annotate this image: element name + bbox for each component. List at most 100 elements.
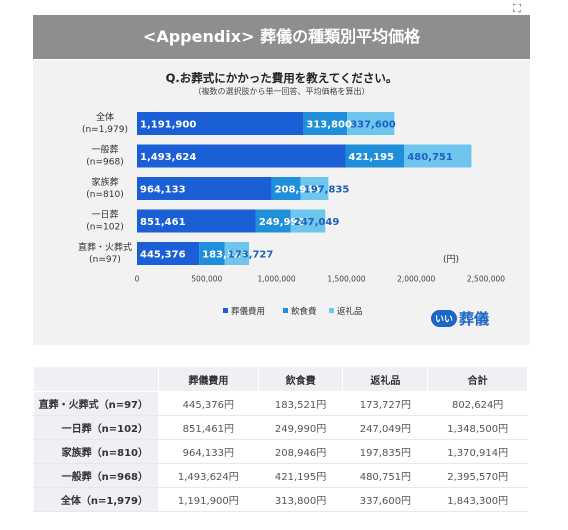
category-label: (n=97) <box>89 255 121 265</box>
legend-swatch <box>283 308 288 313</box>
table-header: 飲食費 <box>257 366 344 392</box>
data-label: 851,461 <box>140 217 186 228</box>
table-cell: 802,624円 <box>427 391 528 416</box>
table-cell: 851,461円 <box>158 415 259 440</box>
legend-label: 葬儀費用 <box>231 306 265 317</box>
bar-2 <box>255 209 291 233</box>
table-cell: 480,751円 <box>342 463 429 488</box>
row-label: 一般葬（n=968） <box>33 463 159 488</box>
table-cell: 1,370,914円 <box>427 439 528 464</box>
data-label: 337,600 <box>350 120 396 131</box>
data-label: 208,946 <box>275 185 321 196</box>
row-label: 一日葬（n=102） <box>33 415 159 440</box>
data-label: 445,376 <box>140 250 186 261</box>
row-label: 全体（n=1,979） <box>33 487 159 512</box>
category-label: (n=102) <box>86 223 123 233</box>
banner-title: <Appendix> 葬儀の種類別平均価格 <box>142 27 421 46</box>
table-cell: 1,348,500円 <box>427 415 528 440</box>
bar-1 <box>137 144 346 168</box>
category-label: (n=810) <box>86 190 123 200</box>
data-label: 197,835 <box>304 185 350 196</box>
data-label: 480,751 <box>407 152 453 163</box>
summary-table: 葬儀費用 飲食費 返礼品 合計 直葬・火葬式（n=97） 445,376円 18… <box>33 366 528 512</box>
table-cell: 208,946円 <box>257 439 344 464</box>
table-cell: 1,191,900円 <box>158 487 259 512</box>
table-row: 一般葬（n=968） 1,493,624円 421,195円 480,751円 … <box>33 463 528 488</box>
x-tick-label: 1,000,000 <box>258 275 296 284</box>
table-cell: 197,835円 <box>342 439 429 464</box>
question-subtitle: （複数の選択肢から単一回答、平均価格を算出） <box>193 87 370 96</box>
table-row: 家族葬（n=810） 964,133円 208,946円 197,835円 1,… <box>33 439 528 464</box>
table-cell: 964,133円 <box>158 439 259 464</box>
bar-3 <box>300 177 329 200</box>
bar-2 <box>303 112 348 135</box>
data-label: 183,521 <box>202 250 248 261</box>
category-label: 一日葬 <box>91 209 118 221</box>
data-label: 1,493,624 <box>140 152 196 163</box>
category-label: 家族葬 <box>91 176 118 188</box>
table-cell: 421,195円 <box>257 463 344 488</box>
data-label: 313,800 <box>306 120 352 131</box>
table-cell: 1,493,624円 <box>158 463 259 488</box>
data-label: 1,191,900 <box>140 120 196 131</box>
data-label: 421,195 <box>349 152 395 163</box>
table-cell: 173,727円 <box>342 391 429 416</box>
x-tick-label: 2,500,000 <box>467 275 505 284</box>
category-label: (n=1,979) <box>82 125 128 135</box>
bar-2 <box>345 144 405 168</box>
x-tick-label: 500,000 <box>191 275 222 284</box>
table-cell: 313,800円 <box>257 487 344 512</box>
bar-1 <box>137 112 304 135</box>
chart-panel: Q.お葬式にかかった費用を教えてください。 （複数の選択肢から単一回答、平均価格… <box>33 60 530 345</box>
data-label: 247,049 <box>294 217 340 228</box>
table-header-corner <box>33 366 159 392</box>
legend-swatch <box>223 308 228 313</box>
table-header: 合計 <box>427 366 528 392</box>
row-label: 直葬・火葬式（n=97） <box>33 391 159 416</box>
bar-2 <box>199 242 225 265</box>
logo-badge: いい <box>431 310 458 327</box>
table-header: 葬儀費用 <box>158 366 259 392</box>
page-banner: <Appendix> 葬儀の種類別平均価格 <box>33 15 530 59</box>
x-tick-label: 1,500,000 <box>327 275 365 284</box>
table-cell: 183,521円 <box>257 391 344 416</box>
table-cell: 1,843,300円 <box>427 487 528 512</box>
question-title: Q.お葬式にかかった費用を教えてください。 <box>165 71 398 85</box>
bar-2 <box>271 177 301 200</box>
legend-label: 飲食費 <box>291 306 317 317</box>
brand-logo: いい 葬儀 <box>431 308 489 329</box>
category-label: 一般葬 <box>91 144 118 156</box>
x-tick-label: 2,000,000 <box>397 275 435 284</box>
table-cell: 249,990円 <box>257 415 344 440</box>
legend-swatch <box>329 308 334 313</box>
row-label: 家族葬（n=810） <box>33 439 159 464</box>
bar-3 <box>224 242 250 265</box>
category-label: 直葬・火葬式 <box>78 241 132 253</box>
table-cell: 2,395,570円 <box>427 463 528 488</box>
category-label: 全体 <box>96 111 114 123</box>
data-label: 173,727 <box>228 250 274 261</box>
table-row: 全体（n=1,979） 1,191,900円 313,800円 337,600円… <box>33 487 528 512</box>
bar-3 <box>347 112 395 135</box>
data-label: 964,133 <box>140 185 186 196</box>
bar-1 <box>137 242 200 265</box>
category-label: (n=968) <box>86 158 123 168</box>
table-cell: 445,376円 <box>158 391 259 416</box>
table-header-row: 葬儀費用 飲食費 返礼品 合計 <box>33 366 528 392</box>
table-cell: 247,049円 <box>342 415 429 440</box>
bar-1 <box>137 209 256 233</box>
data-label: 249,990 <box>259 217 305 228</box>
table-header: 返礼品 <box>342 366 429 392</box>
table-row: 直葬・火葬式（n=97） 445,376円 183,521円 173,727円 … <box>33 391 528 416</box>
table-cell: 337,600円 <box>342 487 429 512</box>
bar-1 <box>137 177 272 200</box>
unit-label: (円) <box>443 254 459 265</box>
legend-label: 返礼品 <box>337 306 363 317</box>
table-row: 一日葬（n=102） 851,461円 249,990円 247,049円 1,… <box>33 415 528 440</box>
expand-icon[interactable]: ⛶ <box>513 2 521 15</box>
bar-3 <box>290 209 326 233</box>
x-tick-label: 0 <box>135 275 140 284</box>
bar-3 <box>404 144 472 168</box>
logo-text: 葬儀 <box>459 310 490 328</box>
